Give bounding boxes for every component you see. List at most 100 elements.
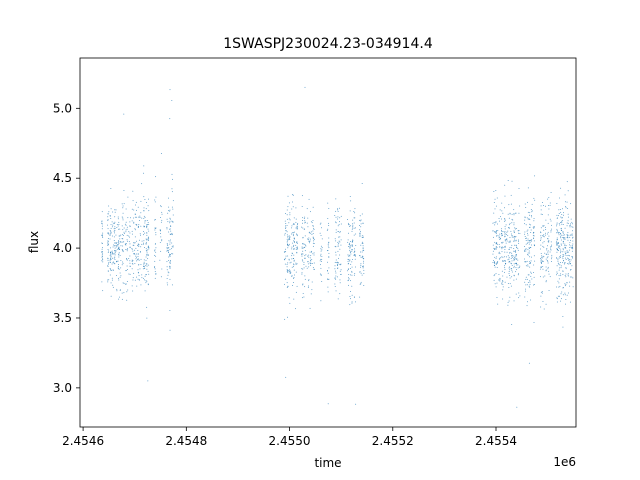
data-point: [154, 243, 156, 245]
data-point: [143, 196, 145, 198]
data-point: [293, 274, 295, 276]
data-point: [566, 255, 568, 257]
data-point: [142, 268, 144, 270]
data-point: [335, 231, 337, 233]
data-point: [305, 221, 307, 223]
data-point: [289, 271, 291, 273]
data-point: [354, 254, 356, 255]
data-point: [567, 257, 569, 259]
data-point: [497, 261, 499, 263]
data-point: [524, 281, 526, 283]
data-point: [548, 197, 550, 199]
data-point: [559, 197, 561, 199]
data-point: [359, 219, 361, 221]
data-point: [327, 291, 329, 293]
data-point: [504, 226, 506, 228]
data-point: [119, 249, 121, 250]
data-point: [292, 206, 294, 208]
data-point: [321, 280, 323, 282]
data-point: [327, 245, 329, 247]
data-point: [119, 228, 121, 230]
data-point: [567, 273, 569, 275]
data-point: [556, 240, 558, 242]
data-point: [327, 202, 329, 204]
data-point: [320, 248, 322, 250]
data-point: [545, 269, 547, 271]
data-point: [557, 247, 559, 249]
data-point: [508, 287, 510, 288]
data-point: [309, 307, 311, 309]
data-point: [511, 324, 513, 326]
data-point: [286, 234, 288, 236]
data-point: [540, 213, 542, 215]
data-point: [498, 237, 500, 239]
data-point: [498, 251, 500, 253]
x-axis-offset-label: 1e6: [553, 455, 576, 469]
data-point: [556, 232, 558, 234]
data-point: [321, 238, 323, 240]
data-point: [550, 241, 552, 243]
data-point: [561, 221, 563, 223]
data-point: [496, 282, 498, 284]
data-point: [339, 254, 341, 256]
data-point: [525, 250, 527, 252]
data-point: [549, 246, 551, 248]
data-point: [160, 221, 162, 223]
data-point: [572, 243, 574, 245]
data-point: [562, 260, 564, 262]
data-point: [509, 240, 511, 242]
data-point: [144, 232, 146, 234]
data-point: [564, 292, 566, 294]
data-point: [101, 223, 103, 225]
data-point: [328, 252, 330, 254]
data-point: [107, 260, 109, 262]
data-point: [143, 261, 145, 263]
data-point: [564, 262, 566, 264]
data-point: [541, 202, 543, 204]
data-point: [108, 211, 110, 213]
data-point: [114, 242, 116, 244]
data-point: [170, 225, 172, 227]
data-point: [313, 239, 315, 241]
data-point: [115, 245, 117, 247]
data-point: [349, 259, 351, 261]
data-point: [102, 236, 104, 238]
data-point: [350, 225, 352, 227]
data-point: [505, 256, 507, 258]
data-point: [560, 256, 562, 258]
data-point: [347, 239, 349, 241]
data-point: [556, 286, 558, 288]
data-point: [146, 306, 148, 308]
data-point: [292, 285, 294, 287]
data-point: [145, 220, 147, 222]
data-point: [160, 229, 162, 231]
data-point: [497, 230, 499, 232]
data-point: [115, 209, 117, 211]
data-point: [107, 251, 109, 253]
data-point: [171, 173, 173, 175]
data-point: [127, 289, 129, 291]
data-point: [548, 235, 550, 237]
data-point: [546, 259, 548, 261]
data-point: [147, 236, 149, 238]
data-point: [303, 218, 305, 220]
data-point: [328, 241, 330, 243]
data-point: [140, 225, 142, 227]
data-point: [559, 256, 561, 258]
data-point: [362, 250, 364, 252]
data-point: [307, 238, 309, 240]
data-point: [349, 304, 351, 306]
data-point: [556, 203, 558, 205]
data-point: [102, 261, 104, 263]
data-point: [121, 264, 123, 266]
data-point: [140, 258, 142, 260]
data-point: [338, 236, 340, 238]
data-point: [560, 216, 562, 218]
data-point: [127, 217, 129, 219]
data-point: [518, 266, 520, 268]
data-point: [308, 266, 310, 268]
data-point: [124, 243, 126, 245]
data-point: [143, 217, 145, 219]
data-point: [513, 224, 515, 226]
data-point: [568, 258, 570, 260]
